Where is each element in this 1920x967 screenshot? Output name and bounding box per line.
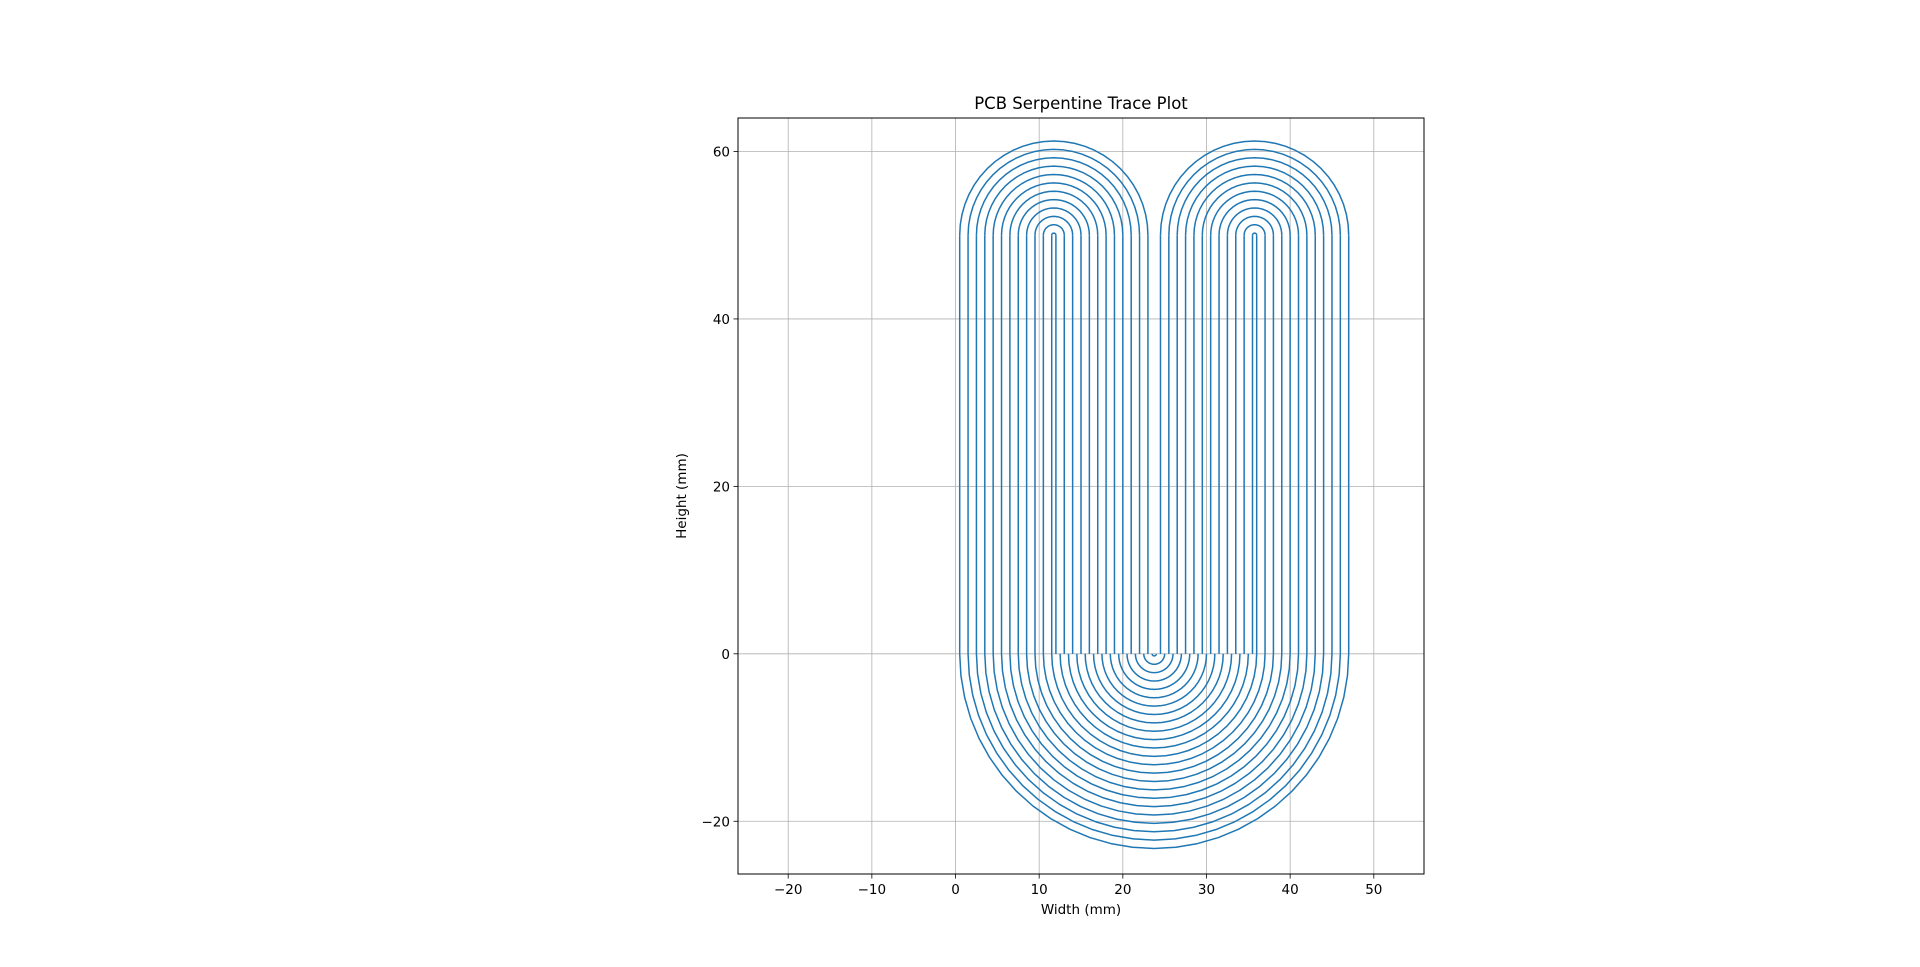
x-axis-label: Width (mm)	[1041, 902, 1121, 918]
trace-arc-bottom	[984, 653, 1325, 825]
trace-arc-bottom	[1117, 653, 1191, 691]
trace-arc-bottom	[1142, 653, 1166, 666]
trace-arc-top-left	[1034, 215, 1074, 236]
y-tick-label: 60	[713, 144, 730, 160]
trace-arc-top-left	[967, 148, 1141, 236]
trace-arc-bottom	[975, 653, 1333, 833]
x-tick-label: 30	[1198, 882, 1215, 898]
trace-arc-top-left	[1017, 198, 1091, 236]
trace-arc-bottom	[1042, 653, 1266, 766]
axes-frame	[737, 117, 1425, 875]
trace-arc-bottom	[1050, 653, 1258, 758]
trace-arc-bottom	[1134, 653, 1174, 674]
trace-arc-bottom	[1126, 653, 1183, 682]
trace-arc-bottom	[1109, 653, 1199, 699]
trace-arc-top-right	[1235, 215, 1275, 236]
trace-arc-bottom	[1017, 653, 1291, 791]
x-tick-label: 20	[1114, 882, 1131, 898]
x-tick-label: −10	[858, 882, 887, 898]
trace-arc-bottom	[1000, 653, 1308, 808]
x-tick-label: 0	[951, 882, 960, 898]
trace-arc-top-right	[1251, 232, 1258, 236]
trace-arc-top-left	[1000, 182, 1107, 236]
trace-arc-top-left	[975, 157, 1132, 236]
trace-arc-bottom	[967, 653, 1342, 841]
trace-arc-top-right	[1184, 165, 1325, 236]
trace-arc-top-right	[1243, 223, 1266, 236]
y-tick-label: 40	[713, 312, 730, 328]
trace-arc-top-right	[1159, 140, 1350, 236]
trace-arc-bottom	[992, 653, 1316, 816]
trace-arc-top-left	[958, 140, 1149, 236]
trace-arc-top-left	[1050, 232, 1057, 236]
trace-arc-bottom	[1034, 653, 1275, 774]
trace-arc-bottom	[1092, 653, 1216, 716]
x-tick-label: 10	[1031, 882, 1048, 898]
trace-arc-bottom	[1076, 653, 1233, 733]
plot-area	[958, 140, 1350, 850]
trace-arc-top-right	[1201, 182, 1308, 236]
x-axis-ticks: −20 −10 0 10 20 30 40 50	[774, 874, 1382, 898]
trace-arc-bottom	[1025, 653, 1283, 783]
trace-arc-bottom	[1084, 653, 1224, 724]
x-tick-label: 40	[1282, 882, 1299, 898]
trace-arc-bottom	[1101, 653, 1208, 707]
trace-arc-top-left	[1042, 223, 1066, 236]
y-axis-label: Height (mm)	[674, 453, 690, 539]
y-tick-label: −20	[702, 814, 731, 830]
trace-arc-top-right	[1176, 157, 1333, 236]
trace-arc-bottom	[1009, 653, 1300, 799]
y-tick-label: 20	[713, 479, 730, 495]
trace-arc-bottom	[1151, 653, 1158, 657]
trace-arc-bottom	[1067, 653, 1241, 741]
x-tick-label: −20	[774, 882, 803, 898]
trace-arc-top-left	[1009, 190, 1099, 236]
trace-arc-top-left	[992, 173, 1116, 236]
trace-arc-top-right	[1209, 190, 1300, 236]
trace-arc-bottom	[1059, 653, 1250, 749]
y-axis-ticks: −20 0 20 40 60	[702, 144, 738, 830]
trace-arc-top-right	[1168, 148, 1342, 236]
trace-arc-top-right	[1193, 173, 1316, 236]
trace-arc-top-right	[1218, 198, 1291, 236]
trace-arc-top-right	[1226, 207, 1283, 236]
trace-arc-top-left	[1025, 207, 1082, 236]
chart-title: PCB Serpentine Trace Plot	[974, 94, 1188, 113]
x-tick-label: 50	[1365, 882, 1382, 898]
trace-arc-top-left	[984, 165, 1124, 236]
y-tick-label: 0	[721, 647, 730, 663]
trace-arc-bottom	[958, 653, 1350, 850]
